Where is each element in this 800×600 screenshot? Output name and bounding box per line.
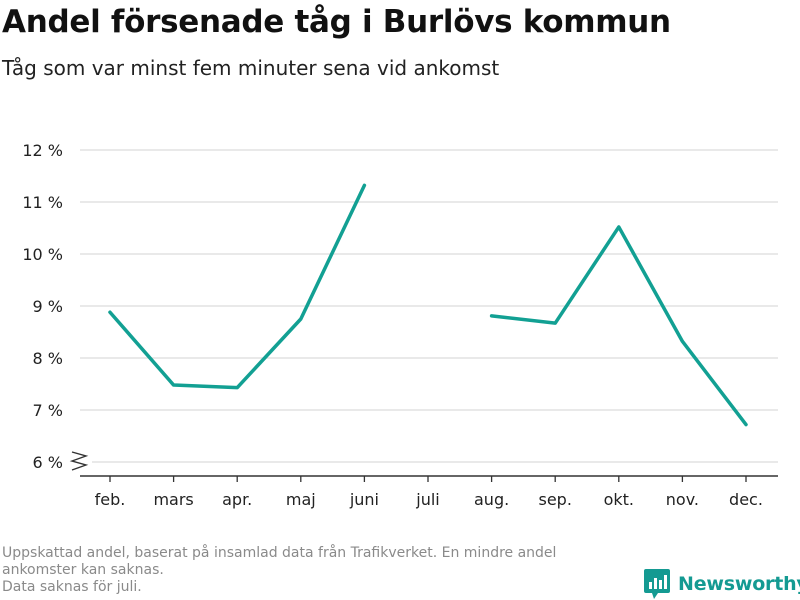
footnote-line: Uppskattad andel, baserat på insamlad da… xyxy=(2,545,557,561)
x-tick-label: nov. xyxy=(666,490,699,509)
x-tick-label: apr. xyxy=(222,490,252,509)
x-tick-label: juli xyxy=(415,490,439,509)
series-line xyxy=(489,225,748,427)
y-tick-label: 8 % xyxy=(33,349,63,368)
brand-logo: Newsworthy xyxy=(644,568,800,600)
x-tick-label: mars xyxy=(153,490,193,509)
footnote: Uppskattad andel, baserat på insamlad da… xyxy=(2,545,642,596)
line-chart: 6 % 7 % 8 % 9 % 10 % 11 % 12 % feb. mars apr. maj j… xyxy=(22,141,778,509)
x-tick-label: okt. xyxy=(604,490,634,509)
x-tick-label: juni xyxy=(349,490,379,509)
y-tick-label: 12 % xyxy=(22,141,63,160)
y-tick-label: 7 % xyxy=(33,401,63,420)
footnote-line: Data saknas för juli. xyxy=(2,579,142,595)
x-tick-label: sep. xyxy=(538,490,571,509)
newsworthy-logo-icon xyxy=(644,569,670,599)
y-tick-label: 9 % xyxy=(33,297,63,316)
y-tick-label: 11 % xyxy=(22,193,63,212)
chart-subtitle: Tåg som var minst fem minuter sena vid a… xyxy=(2,56,500,80)
y-tick-label: 6 % xyxy=(33,453,63,472)
x-tick-label: maj xyxy=(286,490,316,509)
brand-name: Newsworthy xyxy=(678,573,800,595)
x-tick-label: dec. xyxy=(729,490,763,509)
chart-title: Andel försenade tåg i Burlövs kommun xyxy=(2,4,671,40)
series-line xyxy=(108,183,367,390)
x-tick-label: aug. xyxy=(474,490,509,509)
y-tick-label: 10 % xyxy=(22,245,63,264)
axis-break-marker xyxy=(69,451,89,471)
footnote-line: ankomster kan saknas. xyxy=(2,562,164,578)
x-tick-label: feb. xyxy=(95,490,126,509)
